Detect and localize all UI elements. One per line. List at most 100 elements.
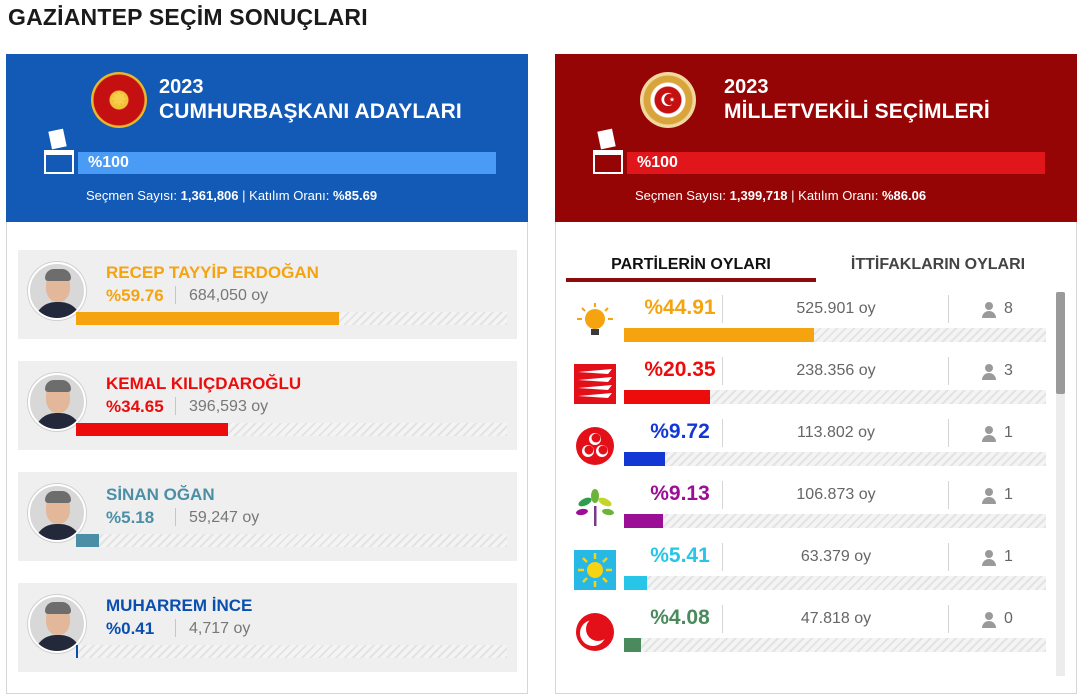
- candidate-name: SİNAN OĞAN: [106, 485, 215, 504]
- tab-alliance-votes[interactable]: İTTİFAKLARIN OYLARI: [850, 256, 1026, 273]
- mhp-crescents-icon: [576, 427, 614, 465]
- party-row[interactable]: %5.41 63.379 oy 1: [556, 538, 1054, 600]
- candidate-avatar: [28, 595, 86, 653]
- parliamentary-year: 2023: [724, 76, 769, 98]
- parliamentary-stats: Seçmen Sayısı: 1,399,718 | Katılım Oranı…: [635, 188, 927, 203]
- candidate-bar: [76, 423, 229, 436]
- candidate-votes: 4,717 oy: [189, 620, 251, 637]
- results-tabs: PARTİLERİN OYLARI İTTİFAKLARIN OYLARI: [566, 250, 1048, 286]
- divider: [175, 619, 176, 637]
- party-row[interactable]: %9.13 106.873 oy 1: [556, 476, 1054, 538]
- divider: [948, 295, 949, 323]
- party-list-scrollbar[interactable]: [1056, 292, 1065, 676]
- divider: [948, 543, 949, 571]
- akp-bulb-icon: [577, 303, 613, 335]
- divider: [722, 419, 723, 447]
- candidate-bar-track: [76, 423, 507, 436]
- party-row[interactable]: %44.91 525.901 oy 8: [556, 290, 1054, 352]
- party-bar: [624, 390, 710, 404]
- tab-party-votes[interactable]: PARTİLERİN OYLARI: [566, 250, 816, 282]
- parliamentary-header: ☪ 2023 MİLLETVEKİLİ SEÇİMLERİ %100 Seçme…: [555, 54, 1077, 222]
- ballot-box-icon: [44, 128, 74, 174]
- yesil-sol-tree-icon: [576, 489, 614, 526]
- divider: [948, 419, 949, 447]
- party-bar: [624, 638, 642, 652]
- candidate-bar: [76, 645, 78, 658]
- person-icon: [982, 488, 996, 504]
- party-seats: 1: [1004, 424, 1013, 441]
- party-votes: 238.356 oy: [796, 362, 876, 379]
- divider: [175, 397, 176, 415]
- presidential-title: CUMHURBAŞKANI ADAYLARI: [159, 100, 462, 123]
- party-seats: 8: [1004, 300, 1013, 317]
- party-seats: 0: [1004, 610, 1013, 627]
- candidate-votes: 59,247 oy: [189, 509, 260, 526]
- parliamentary-turnout: %86.06: [881, 188, 927, 203]
- divider: [722, 543, 723, 571]
- parliamentary-panel: ☪ 2023 MİLLETVEKİLİ SEÇİMLERİ %100 Seçme…: [555, 54, 1077, 694]
- scrollbar-thumb[interactable]: [1056, 292, 1065, 394]
- candidate-percent: %59.76: [106, 286, 164, 305]
- presidential-voter-count: 1,361,806: [180, 188, 239, 203]
- party-votes: 113.802 oy: [797, 424, 875, 441]
- party-bar-track: [624, 328, 1046, 342]
- candidate-list: RECEP TAYYİP ERDOĞAN %59.76 684,050 oy K…: [6, 222, 528, 694]
- parliament-seal-icon: ☪: [640, 72, 696, 128]
- person-icon: [982, 426, 996, 442]
- presidential-year: 2023: [159, 76, 204, 98]
- candidate-name: RECEP TAYYİP ERDOĞAN: [106, 263, 319, 282]
- chp-arrows-icon: [574, 364, 616, 404]
- person-icon: [982, 550, 996, 566]
- party-bar: [624, 452, 666, 466]
- candidate-card[interactable]: RECEP TAYYİP ERDOĞAN %59.76 684,050 oy: [18, 250, 517, 339]
- presidential-stats: Seçmen Sayısı: 1,361,806 | Katılım Oranı…: [86, 188, 378, 203]
- candidate-percent: %34.65: [106, 397, 164, 416]
- party-bar-track: [624, 390, 1046, 404]
- divider: [175, 508, 176, 526]
- candidate-bar: [76, 534, 99, 547]
- candidate-bar-track: [76, 534, 507, 547]
- candidate-percent: %0.41: [106, 619, 155, 638]
- divider: [175, 286, 176, 304]
- presidential-turnout: %85.69: [332, 188, 378, 203]
- candidate-bar: [76, 312, 339, 325]
- iyi-sun-icon: [574, 550, 616, 590]
- presidential-header: ✸ 2023 CUMHURBAŞKANI ADAYLARI %100 Seçme…: [6, 54, 528, 222]
- candidate-name: KEMAL KILIÇDAROĞLU: [106, 374, 302, 393]
- parliamentary-count-progress: %100: [627, 152, 1045, 174]
- party-seats: 3: [1004, 362, 1013, 379]
- candidate-percent: %5.18: [106, 508, 155, 527]
- divider: [948, 481, 949, 509]
- presidential-panel: ✸ 2023 CUMHURBAŞKANI ADAYLARI %100 Seçme…: [6, 54, 528, 694]
- party-row[interactable]: %20.35 238.356 oy 3: [556, 352, 1054, 414]
- presidential-seal-icon: ✸: [91, 72, 147, 128]
- person-icon: [982, 302, 996, 318]
- party-percent: %20.35: [644, 358, 716, 381]
- yrp-crescent-icon: [576, 613, 614, 651]
- party-row[interactable]: %4.08 47.818 oy 0: [556, 600, 1054, 662]
- party-bar-track: [624, 638, 1046, 652]
- party-bar: [624, 576, 647, 590]
- candidate-card[interactable]: MUHARREM İNCE %0.41 4,717 oy: [18, 583, 517, 672]
- parliamentary-title: MİLLETVEKİLİ SEÇİMLERİ: [724, 100, 990, 123]
- party-votes: 47.818 oy: [800, 610, 872, 627]
- party-bar-track: [624, 514, 1046, 528]
- candidate-bar-track: [76, 645, 507, 658]
- candidate-card[interactable]: SİNAN OĞAN %5.18 59,247 oy: [18, 472, 517, 561]
- page-title: GAZİANTEP SEÇİM SONUÇLARI: [8, 4, 368, 30]
- party-votes: 106.873 oy: [796, 486, 876, 503]
- party-votes: 525.901 oy: [796, 300, 876, 317]
- party-bar: [624, 328, 814, 342]
- candidate-bar-track: [76, 312, 507, 325]
- party-row[interactable]: %9.72 113.802 oy 1: [556, 414, 1054, 476]
- divider: [722, 295, 723, 323]
- party-bar-track: [624, 452, 1046, 466]
- party-bar-track: [624, 576, 1046, 590]
- candidate-avatar: [28, 262, 86, 320]
- party-bar: [624, 514, 663, 528]
- divider: [948, 357, 949, 385]
- divider: [948, 605, 949, 633]
- candidate-name: MUHARREM İNCE: [106, 596, 253, 615]
- candidate-card[interactable]: KEMAL KILIÇDAROĞLU %34.65 396,593 oy: [18, 361, 517, 450]
- party-percent: %44.91: [644, 296, 716, 319]
